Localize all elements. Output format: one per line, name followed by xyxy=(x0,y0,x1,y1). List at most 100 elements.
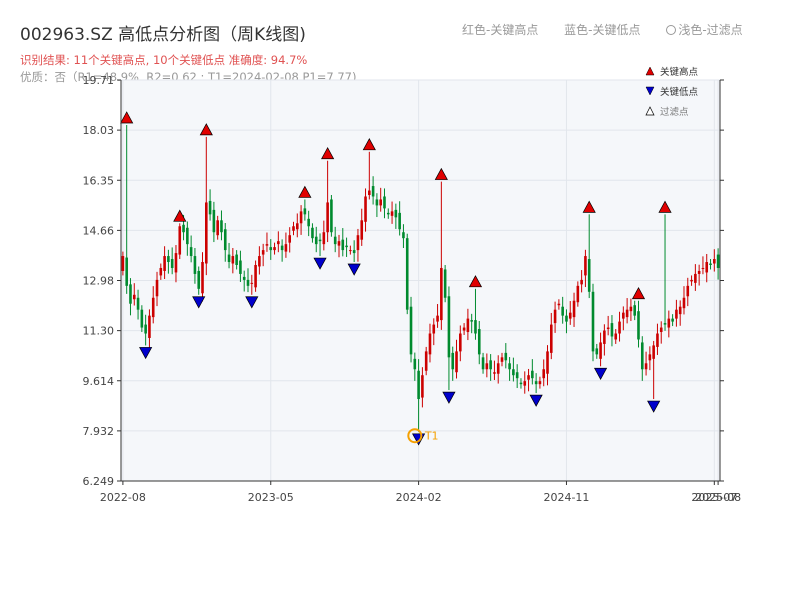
candle-body xyxy=(610,323,614,337)
legend-high-label: 关键高点 xyxy=(660,66,699,78)
candle-body xyxy=(239,260,242,274)
candle-body xyxy=(637,311,640,340)
marker-legend: 关键高点 关键低点 过滤点 xyxy=(645,66,699,118)
candle-body xyxy=(322,232,326,245)
candle-body xyxy=(326,202,329,233)
candle-body xyxy=(178,226,182,255)
result-summary: 识别结果: 11个关键高点, 10个关键低点 准确度: 94.7% xyxy=(20,53,308,67)
candle-body xyxy=(709,263,712,265)
candle-body xyxy=(587,259,591,292)
y-tick-label: 16.35 xyxy=(83,174,115,187)
candle-body xyxy=(277,241,280,245)
candle-body xyxy=(121,256,125,271)
key-high-marker xyxy=(582,200,596,213)
candle-body xyxy=(371,186,375,197)
candle-body xyxy=(531,370,534,379)
candle-body xyxy=(640,342,644,370)
candle-body xyxy=(565,315,568,322)
high-triangle-icon xyxy=(645,66,655,76)
candle-body xyxy=(515,372,519,379)
key-low-marker xyxy=(647,400,661,413)
candle-body xyxy=(201,262,204,294)
candle-body xyxy=(356,235,360,251)
candle-body xyxy=(572,300,576,318)
candle-body xyxy=(368,190,371,195)
key-high-marker xyxy=(631,287,646,300)
candle-body xyxy=(451,352,455,370)
candle-body xyxy=(580,279,583,285)
candle-body xyxy=(561,306,564,316)
candle-body xyxy=(337,241,341,246)
key-high-marker xyxy=(321,146,335,160)
candle-body xyxy=(155,279,159,297)
candle-body xyxy=(713,259,716,264)
candle-body xyxy=(405,238,409,310)
candle-body xyxy=(197,270,201,289)
candle-body xyxy=(538,381,542,385)
candle-body xyxy=(477,329,481,355)
candle-body xyxy=(697,270,701,274)
candle-body xyxy=(250,282,254,284)
candle-body xyxy=(148,315,151,338)
candle-body xyxy=(694,273,697,283)
candle-body xyxy=(549,324,553,353)
candle-body xyxy=(299,211,303,224)
key-low-marker xyxy=(593,367,608,381)
candle-body xyxy=(151,297,155,318)
candle-body xyxy=(459,333,462,352)
candle-body xyxy=(599,342,602,359)
candle-body xyxy=(269,247,273,251)
color-legend: 红色-关键高点 蓝色-关键低点 浅色-过滤点 xyxy=(462,21,765,38)
candle-body xyxy=(519,382,523,385)
candle-body xyxy=(288,235,292,243)
candle-body xyxy=(644,363,648,370)
candle-body xyxy=(193,256,197,274)
candle-body xyxy=(447,296,451,358)
key-high-marker xyxy=(658,200,672,213)
candle-body xyxy=(568,312,572,319)
candle-body xyxy=(667,318,671,328)
key-low-marker xyxy=(245,296,259,309)
candle-body xyxy=(527,375,530,380)
candle-body xyxy=(512,369,515,376)
candle-body xyxy=(705,262,709,273)
x-tick-label: 2024-02 xyxy=(396,491,442,504)
candle-body xyxy=(663,323,667,325)
candle-body xyxy=(261,250,265,255)
candle-body xyxy=(364,196,367,222)
candle-body xyxy=(576,285,580,303)
candle-body xyxy=(273,247,276,251)
candle-body xyxy=(284,244,288,252)
candle-body xyxy=(500,357,504,362)
markers-group: T1 xyxy=(120,111,672,446)
candle-body xyxy=(352,250,356,254)
legend-red-text: 红色-关键高点 xyxy=(462,23,539,37)
y-tick-label: 7.932 xyxy=(83,425,115,438)
x-tick-label: 2022-08 xyxy=(100,491,146,504)
candle-body xyxy=(648,354,652,361)
candle-body xyxy=(390,211,394,216)
candle-body xyxy=(633,305,636,316)
t1-label: T1 xyxy=(424,430,439,443)
filtered-triangle-icon xyxy=(645,106,655,116)
candle-body xyxy=(333,236,337,245)
candle-body xyxy=(557,303,561,306)
y-tick-label: 19.71 xyxy=(83,74,115,87)
light-circle-icon xyxy=(666,25,677,35)
key-low-marker xyxy=(313,257,327,270)
candle-body xyxy=(223,229,227,251)
key-high-marker xyxy=(362,138,376,151)
legend-light-text: 浅色-过滤点 xyxy=(678,23,743,37)
x-tick-label: 2025-08 xyxy=(695,491,741,504)
candle-body xyxy=(205,202,208,264)
candle-body xyxy=(424,351,428,371)
key-low-marker xyxy=(529,394,543,407)
candle-body xyxy=(295,223,299,230)
candle-body xyxy=(280,245,284,251)
legend-blue-text: 蓝色-关键低点 xyxy=(564,23,641,37)
candle-body xyxy=(182,224,185,233)
y-tick-label: 18.03 xyxy=(83,124,115,137)
candle-body xyxy=(159,267,163,276)
key-low-marker xyxy=(139,347,153,360)
